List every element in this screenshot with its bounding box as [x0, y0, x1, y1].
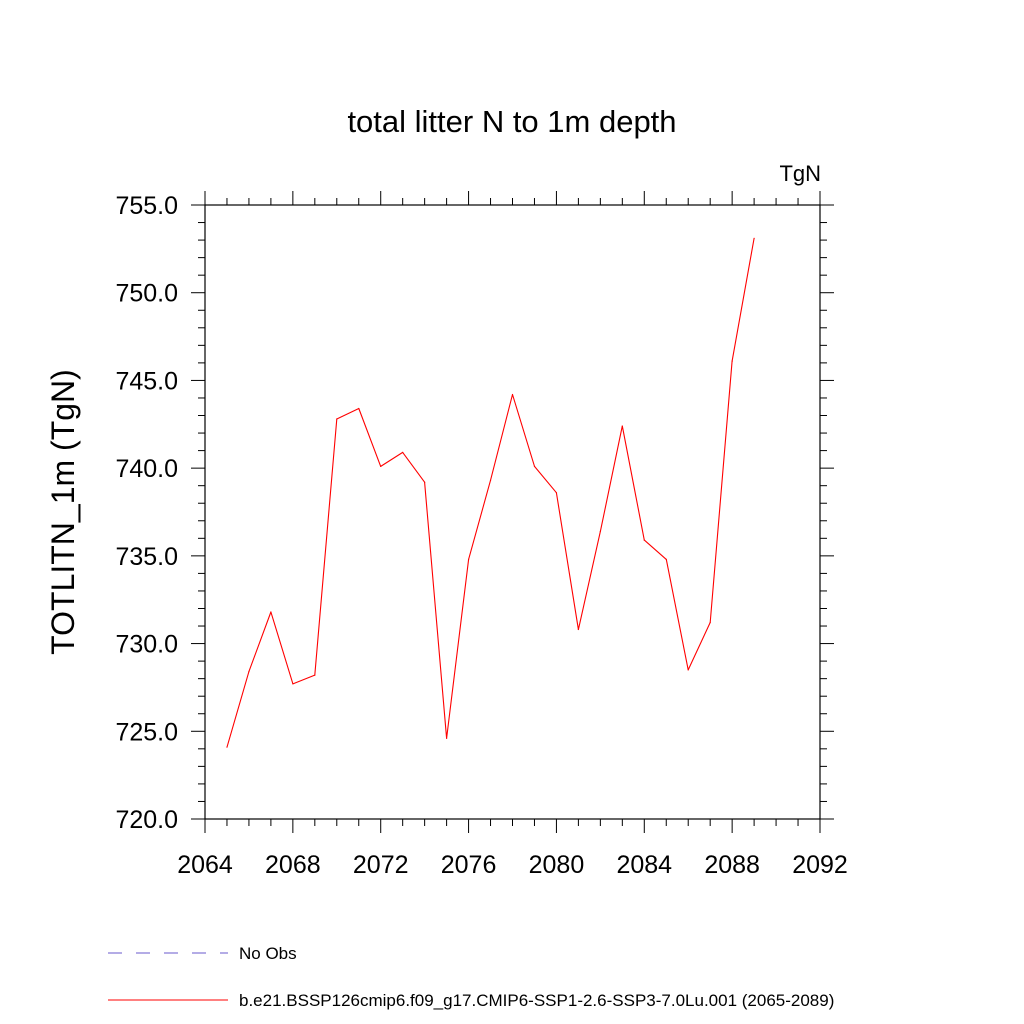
data-point — [643, 539, 645, 541]
data-point — [665, 558, 667, 560]
y-tick-label: 730.0 — [115, 631, 178, 659]
data-point — [467, 558, 470, 560]
data-point — [314, 674, 316, 676]
data-point — [380, 465, 382, 467]
data-point — [336, 418, 338, 420]
y-tick-label: 720.0 — [115, 806, 178, 834]
legend: No Obs b.e21.BSSP126cmip6.f09_g17.CMIP6-… — [108, 944, 834, 1010]
x-tick-label: 2072 — [353, 851, 409, 879]
data-point — [292, 683, 294, 685]
y-tick-label: 735.0 — [115, 543, 178, 571]
data-point — [731, 360, 733, 362]
data-point — [621, 425, 623, 427]
y-tick-label: 755.0 — [115, 192, 178, 220]
x-tick-label: 2068 — [265, 851, 321, 879]
data-point — [511, 393, 514, 396]
x-tick-label: 2084 — [616, 851, 672, 879]
x-tick-label: 2080 — [529, 851, 585, 879]
data-point — [226, 746, 228, 748]
data-point — [270, 611, 272, 613]
data-point — [446, 737, 448, 739]
units-label: TgN — [779, 161, 821, 186]
data-point — [489, 479, 492, 482]
data-point — [358, 407, 360, 410]
data-point — [599, 530, 601, 532]
x-tick-label: 2092 — [792, 851, 848, 879]
y-tick-label: 725.0 — [115, 718, 178, 746]
x-tick-label: 2076 — [441, 851, 497, 879]
legend-label-no-obs: No Obs — [239, 944, 297, 963]
data-point — [402, 451, 404, 453]
data-point — [687, 669, 689, 671]
data-point — [248, 671, 250, 673]
data-point — [424, 481, 426, 483]
x-axis: 2064 2068 2072 2076 2080 2084 2088 2092 — [177, 191, 848, 879]
chart-title: total litter N to 1m depth — [347, 104, 676, 139]
series-layer — [226, 237, 755, 748]
data-point — [555, 492, 558, 494]
y-axis-label: TOTLITN_1m (TgN) — [45, 369, 81, 655]
data-point — [533, 465, 536, 467]
plot-frame — [204, 204, 821, 820]
data-point — [753, 237, 755, 239]
y-axis: 720.0 725.0 730.0 735.0 740.0 745.0 750.0 755.0 — [115, 192, 834, 834]
legend-label-model: b.e21.BSSP126cmip6.f09_g17.CMIP6-SSP1-2.… — [239, 991, 834, 1010]
y-tick-label: 750.0 — [115, 280, 178, 308]
x-tick-label: 2088 — [704, 851, 760, 879]
x-tick-label: 2064 — [177, 851, 233, 879]
data-point — [709, 621, 711, 624]
data-point — [577, 628, 579, 631]
series-line — [226, 238, 755, 748]
y-tick-label: 745.0 — [115, 367, 178, 395]
y-tick-label: 740.0 — [115, 455, 178, 483]
